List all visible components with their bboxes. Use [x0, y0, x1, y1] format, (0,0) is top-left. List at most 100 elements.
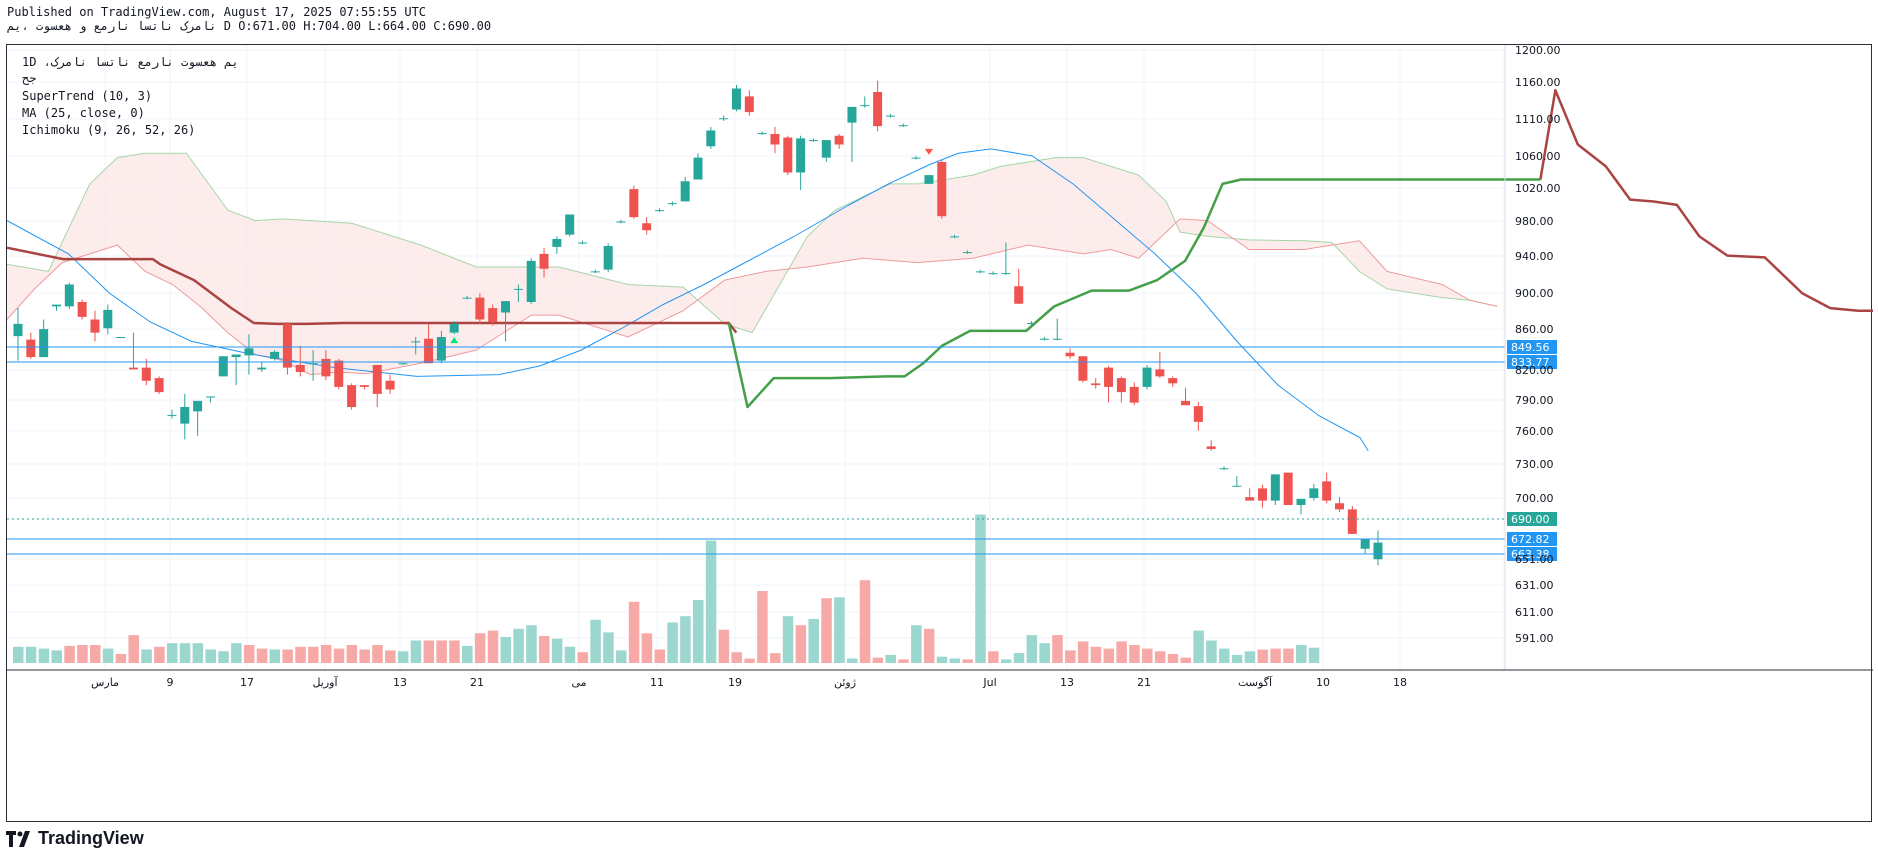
x-axis-label: 19 [728, 676, 742, 689]
candle-body [436, 337, 446, 361]
volume-bar [359, 649, 370, 663]
candle-body [1181, 400, 1191, 406]
candle-body [231, 354, 241, 358]
legend-ichimoku[interactable]: Ichimoku (9, 26, 52, 26) [22, 123, 196, 137]
volume-bar [487, 630, 499, 663]
supertrend-line [7, 246, 738, 334]
candle-body [1373, 542, 1383, 560]
candle-body [1360, 539, 1370, 549]
y-axis-label: 591.00 [1515, 632, 1554, 645]
volume-bar [885, 654, 896, 663]
candle-body [1258, 488, 1268, 501]
volume-bar [295, 646, 306, 663]
volume-bar [846, 658, 858, 663]
candle-body [347, 385, 357, 407]
volume-bar [1026, 635, 1038, 663]
volume-bar [269, 649, 281, 663]
volume-bar [1231, 654, 1243, 663]
published-line: Published on TradingView.com, August 17,… [7, 5, 427, 19]
candle-body [116, 337, 126, 338]
candle-body [796, 138, 806, 173]
candle-body [1065, 352, 1075, 357]
volume-bar [795, 625, 807, 663]
volume-bar [1142, 648, 1153, 663]
candle-body [898, 125, 908, 127]
candle-body [1283, 472, 1293, 505]
volume-bar [166, 643, 178, 663]
candle-body [513, 288, 523, 290]
y-axis-label: 820.00 [1515, 364, 1554, 377]
volume-bar [975, 514, 986, 663]
x-axis-label: 9 [167, 676, 174, 689]
y-axis-label: 651.00 [1515, 553, 1554, 566]
y-axis-label: 1110.00 [1515, 113, 1561, 126]
candle-body [167, 414, 177, 416]
volume-bar [128, 635, 139, 663]
x-axis-label: 21 [470, 676, 484, 689]
candle-body [1039, 338, 1049, 340]
candle-body [642, 223, 652, 231]
candle-body [218, 356, 228, 377]
candle-body [731, 88, 741, 110]
candle-body [590, 271, 600, 273]
legend-symbol[interactable]: 1D ،یم هعسوت نارمع ناتسا نامرک [22, 55, 239, 69]
x-axis: مارس 9 17 آوریل 13 21 می 11 19 ژوئن Jul 13 21 آگوست 10… [7, 669, 1873, 689]
legend-ma[interactable]: MA (25, close, 0) [22, 106, 145, 120]
candle-body [39, 329, 49, 358]
candle-body [180, 407, 190, 424]
candle-body [1052, 338, 1062, 340]
x-axis-label: 13 [1060, 676, 1074, 689]
price-tag-box [1507, 340, 1557, 354]
volume-bar [141, 649, 152, 663]
volume-bar [834, 597, 845, 663]
candle-body [449, 323, 459, 333]
volume-bar [911, 625, 922, 663]
volume-bar [923, 628, 935, 663]
volume-bar [25, 646, 37, 663]
candle-body [64, 284, 74, 307]
volume-bar [898, 659, 909, 663]
candle-body [526, 260, 536, 302]
candle-body [128, 367, 138, 370]
y-axis-label: 730.00 [1515, 458, 1554, 471]
supertrend-line [727, 178, 1541, 409]
volume-bar [474, 633, 486, 663]
x-axis-label: 10 [1316, 676, 1330, 689]
candle-body [1270, 474, 1280, 501]
candle-body [1245, 497, 1255, 501]
footer-brand: TradingView [38, 828, 144, 848]
candle-body [334, 360, 344, 387]
volume-bar [89, 645, 101, 663]
legend-supertrend[interactable]: SuperTrend (10, 3) [22, 89, 153, 103]
candle-body [462, 297, 472, 299]
volume-bar [949, 658, 961, 663]
volume-bar [192, 643, 204, 663]
volume-bar [808, 618, 819, 663]
candle-body [295, 365, 305, 372]
cloud-span-b [7, 218, 1498, 376]
volume-bar [1219, 648, 1230, 663]
x-axis-label: 17 [240, 676, 254, 689]
y-axis-label: 790.00 [1515, 394, 1554, 407]
volume-bar [551, 638, 563, 663]
volume-bar [590, 619, 601, 663]
candle-body [205, 396, 215, 398]
candle-body [26, 339, 36, 358]
candle-body [1296, 498, 1306, 505]
price-chart[interactable]: 849.56833.77690.00672.82663.381200.00116… [7, 45, 1873, 823]
volume-bar [692, 600, 704, 663]
candle-body [821, 140, 831, 158]
candle-body [488, 308, 498, 323]
candle-body [693, 157, 703, 180]
candle-body [1155, 369, 1165, 377]
x-axis-label: مارس [91, 676, 119, 689]
candle-body [719, 118, 729, 120]
volume-bar [1193, 630, 1204, 663]
volume-bar [410, 640, 422, 663]
volume-bar [936, 656, 948, 663]
candle-body [860, 105, 870, 107]
candle-body [154, 378, 164, 393]
volume-bar [1090, 646, 1102, 663]
candle-body [257, 367, 267, 370]
chart-frame[interactable]: 849.56 833.77 690.00 672.82 663.38 1200.00 116… [6, 44, 1873, 823]
